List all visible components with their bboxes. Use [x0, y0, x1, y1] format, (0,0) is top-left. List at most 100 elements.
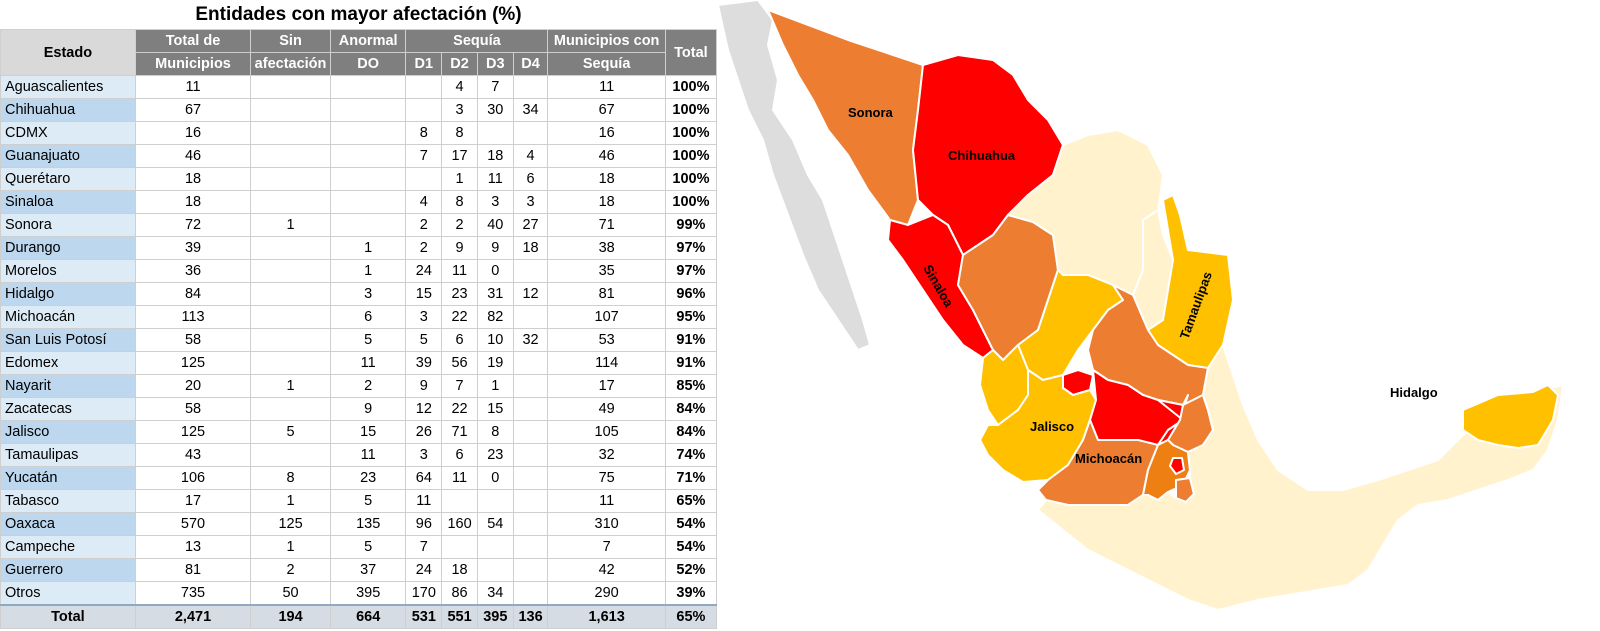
cell-con: 75: [547, 466, 666, 490]
table-row: Tabasco 17 1 5 11 11 65%: [0, 489, 718, 513]
cell-estado: Morelos: [0, 259, 136, 283]
cell-sin: [250, 328, 331, 352]
header-row-1: Estado Total de Sin Anormal Sequía Munic…: [0, 29, 718, 76]
cell-do: 1: [329, 236, 407, 260]
cell-sin: 125: [250, 512, 331, 536]
totals-con: 1,613: [547, 604, 666, 629]
cell-con: 105: [547, 420, 666, 444]
table-row: Guerrero 81 2 37 24 18 42 52%: [0, 558, 718, 582]
table-row: San Luis Potosí 58 5 5 6 10 32 53 91%: [0, 328, 718, 352]
region-yucatan: [1462, 384, 1559, 449]
cell-total: 72: [134, 213, 252, 237]
cell-con: 11: [547, 489, 666, 513]
table-row: Yucatán 106 8 23 64 11 0 75 71%: [0, 466, 718, 490]
cell-total: 16: [134, 121, 252, 145]
cell-do: 9: [329, 397, 407, 421]
table-row: Jalisco 125 5 15 26 71 8 105 84%: [0, 420, 718, 444]
cell-total: 43: [134, 443, 252, 467]
cell-sin: [250, 98, 331, 122]
header-d4: D4: [512, 52, 549, 76]
cell-sin: 5: [250, 420, 331, 444]
cell-d3: 9: [476, 236, 514, 260]
cell-total: 58: [134, 328, 252, 352]
cell-d1: 11: [405, 489, 443, 513]
cell-d4: [512, 374, 549, 398]
cell-pct: 100%: [664, 190, 718, 214]
cell-d3: 54: [476, 512, 514, 536]
cell-total: 17: [134, 489, 252, 513]
cell-sin: 1: [250, 489, 331, 513]
cell-total: 570: [134, 512, 252, 536]
cell-d4: 3: [512, 190, 549, 214]
cell-do: 11: [329, 443, 407, 467]
cell-d2: [441, 535, 478, 559]
cell-estado: Sinaloa: [0, 190, 136, 214]
cell-d1: 39: [405, 351, 443, 375]
cell-d1: 64: [405, 466, 443, 490]
cell-pct: 97%: [664, 259, 718, 283]
cell-d2: 11: [441, 259, 478, 283]
cell-total: 58: [134, 397, 252, 421]
header-municipios-sequia-1: Municipios con: [547, 29, 666, 53]
table-row: Querétaro 18 1 11 6 18 100%: [0, 167, 718, 191]
cell-do: [329, 190, 407, 214]
cell-d1: 170: [405, 581, 443, 606]
table-body: Aguascalientes 11 4 7 11 100% Chihuahua 67 3 30 34…: [0, 75, 718, 606]
cell-d2: 1: [441, 167, 478, 191]
cell-d2: 3: [441, 98, 478, 122]
cell-d2: 7: [441, 374, 478, 398]
cell-sin: [250, 144, 331, 168]
cell-do: [329, 75, 407, 99]
cell-d4: [512, 75, 549, 99]
cell-estado: Durango: [0, 236, 136, 260]
cell-d4: [512, 535, 549, 559]
map-label-hidalgo: Hidalgo: [1390, 385, 1438, 400]
cell-d2: 8: [441, 190, 478, 214]
cell-d3: 11: [476, 167, 514, 191]
cell-d2: 23: [441, 282, 478, 306]
cell-pct: 99%: [664, 213, 718, 237]
cell-d1: 15: [405, 282, 443, 306]
cell-d2: 11: [441, 466, 478, 490]
cell-total: 125: [134, 420, 252, 444]
cell-do: 37: [329, 558, 407, 582]
header-sequia: Sequía: [405, 29, 549, 53]
cell-d3: 31: [476, 282, 514, 306]
cell-pct: 100%: [664, 144, 718, 168]
cell-pct: 65%: [664, 489, 718, 513]
table-row: Edomex 125 11 39 56 19 114 91%: [0, 351, 718, 375]
cell-d3: [476, 121, 514, 145]
table-row: Durango 39 1 2 9 9 18 38 97%: [0, 236, 718, 260]
cell-d2: 71: [441, 420, 478, 444]
cell-estado: Sonora: [0, 213, 136, 237]
cell-d3: 3: [476, 190, 514, 214]
cell-estado: Tabasco: [0, 489, 136, 513]
cell-sin: 2: [250, 558, 331, 582]
cell-con: 35: [547, 259, 666, 283]
table-row: Campeche 13 1 5 7 7 54%: [0, 535, 718, 559]
cell-sin: [250, 167, 331, 191]
cell-d2: 56: [441, 351, 478, 375]
cell-d1: 5: [405, 328, 443, 352]
cell-sin: [250, 443, 331, 467]
cell-d3: 1: [476, 374, 514, 398]
cell-d4: 18: [512, 236, 549, 260]
cell-con: 32: [547, 443, 666, 467]
cell-d1: 7: [405, 144, 443, 168]
cell-d2: 22: [441, 397, 478, 421]
cell-do: [329, 167, 407, 191]
cell-d3: 10: [476, 328, 514, 352]
cell-sin: [250, 75, 331, 99]
header-sin-afectacion-1: Sin: [250, 29, 331, 53]
cell-pct: 100%: [664, 167, 718, 191]
cell-d1: 3: [405, 443, 443, 467]
table-row: Sinaloa 18 4 8 3 3 18 100%: [0, 190, 718, 214]
cell-con: 17: [547, 374, 666, 398]
cell-d4: 27: [512, 213, 549, 237]
cell-d4: [512, 305, 549, 329]
cell-d2: [441, 489, 478, 513]
cell-d3: 23: [476, 443, 514, 467]
cell-d2: 6: [441, 328, 478, 352]
table-row: Guanajuato 46 7 17 18 4 46 100%: [0, 144, 718, 168]
cell-pct: 96%: [664, 282, 718, 306]
